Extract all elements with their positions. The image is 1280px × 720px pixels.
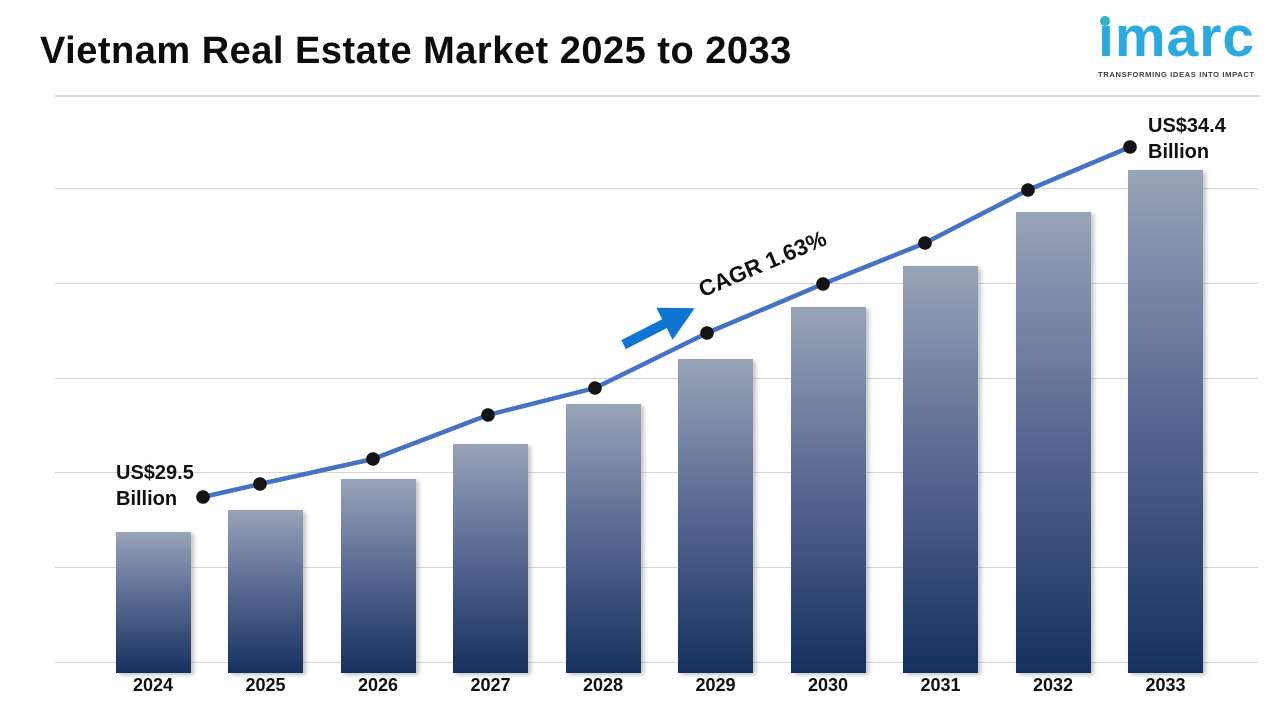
x-axis-label-2024: 2024 [132, 675, 174, 695]
x-axis-label-2026: 2026 [357, 675, 399, 695]
data-point-marker-2025 [253, 477, 267, 491]
x-axis-label-2032: 2032 [1032, 675, 1074, 695]
data-point-marker-2031 [918, 236, 932, 250]
x-axis-label-2033: 2033 [1145, 675, 1186, 695]
x-axis-label-2027: 2027 [470, 675, 511, 695]
data-point-marker-2027 [481, 408, 495, 422]
page-title: Vietnam Real Estate Market 2025 to 2033 [40, 30, 792, 72]
title-divider [55, 95, 1260, 97]
data-point-marker-2032 [1021, 183, 1035, 197]
gridline [55, 567, 1258, 569]
bar-2026 [340, 479, 416, 673]
growth-arrow-icon [621, 307, 695, 350]
bar-2032 [1015, 212, 1091, 673]
cagr-annotation: CAGR 1.63% [694, 225, 831, 303]
bar-2031 [903, 266, 978, 673]
start-value-label: US$29.5 Billion [116, 462, 194, 510]
x-axis-label-2030: 2030 [807, 675, 849, 695]
bar-2030 [790, 307, 866, 673]
bar-2025 [228, 510, 303, 673]
bar-2033 [1128, 170, 1203, 673]
data-point-marker-2028 [588, 381, 602, 395]
data-point-marker-2026 [366, 452, 380, 466]
end-value-label: US$34.4 Billion [1148, 115, 1226, 163]
gridline [55, 188, 1258, 190]
x-axis-label-2029: 2029 [695, 675, 736, 695]
bar-2028 [565, 404, 641, 673]
bar-2024 [115, 532, 191, 673]
x-axis-label-2031: 2031 [920, 675, 961, 695]
bar-2027 [453, 444, 528, 673]
data-point-marker-2024 [196, 490, 210, 504]
imarc-logo-wordmark: ı marc [1098, 5, 1256, 69]
bar-2029 [678, 359, 753, 673]
x-axis-label-2028: 2028 [582, 675, 624, 695]
gridline [55, 662, 1258, 664]
imarc-logo-tagline: TRANSFORMING IDEAS INTO IMPACT [1098, 70, 1255, 79]
x-axis-label-2025: 2025 [245, 675, 286, 695]
data-point-marker-2033 [1123, 140, 1137, 154]
logo-dot-icon [1100, 16, 1110, 26]
imarc-logo: ı marc TRANSFORMING IDEAS INTO IMPACT [1098, 6, 1266, 79]
